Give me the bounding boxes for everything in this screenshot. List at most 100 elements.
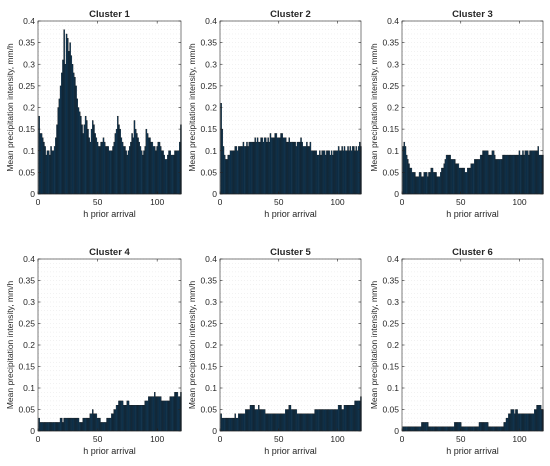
bar [425,172,428,195]
bar [93,124,95,195]
bar [288,137,290,195]
bar [502,154,504,195]
y-tick-label: 0.25 [18,81,35,91]
bar [521,413,523,432]
bar [96,141,99,195]
bars [38,392,182,432]
bar [84,115,87,195]
bar [346,405,348,432]
bars [402,141,544,195]
bar [99,146,101,195]
bar [295,409,298,432]
chart-title: Cluster 1 [89,9,130,20]
bar [312,413,314,432]
bar [496,426,498,432]
bar [176,392,179,432]
bar [411,426,414,432]
bar [412,172,415,195]
bar [47,150,50,195]
y-tick-label: 0.1 [387,383,399,393]
bar [88,417,90,432]
bar [229,417,232,432]
bar [173,154,175,195]
bar [481,154,483,195]
x-tick-label: 0 [218,434,223,444]
bar [101,141,104,195]
bar [254,409,256,432]
bar [459,167,462,195]
bar [529,413,531,432]
y-tick-label: 0.35 [200,276,217,286]
bar [416,176,418,195]
bar [127,150,130,195]
bar [260,137,262,195]
y-tick-label: 0.35 [18,38,35,48]
bar [220,103,222,195]
bar [339,150,341,195]
bar [499,426,502,432]
bar [177,396,180,432]
bar [323,409,326,432]
bar [512,409,515,432]
bar [115,128,118,195]
bar [526,150,529,195]
bar [118,400,120,432]
bar [310,413,313,432]
bar [52,422,55,432]
bar [503,154,505,195]
y-axis-label: Mean precipitation intensity, mm/h [5,281,15,410]
bar [531,413,534,432]
bar [350,405,353,432]
bar [481,422,483,432]
bar [475,159,477,195]
bar [417,176,420,195]
bar [320,154,322,195]
bar [114,409,117,432]
bar [328,150,330,195]
bar [77,417,80,432]
bar [68,417,70,432]
bar [337,146,340,195]
bar [471,163,474,195]
bar [521,154,523,195]
bar [87,417,89,432]
bar [336,150,339,195]
bar [162,150,164,195]
bar [171,396,174,432]
bar [168,150,170,195]
y-tick-label: 0.15 [382,124,399,134]
bar [67,38,69,195]
bar [515,409,517,432]
y-tick-label: 0.25 [382,319,399,329]
bar [163,400,165,432]
bar [167,400,169,432]
bar [93,413,95,432]
bar [169,396,171,432]
bar [123,146,125,195]
bar [226,417,228,432]
bar [448,426,450,432]
bar [410,167,413,195]
bar [258,405,260,432]
bar [133,120,136,195]
bar [45,154,48,195]
bar [343,405,346,432]
bar [243,146,246,195]
bar [494,154,496,195]
bar [285,137,287,195]
bar [310,150,313,195]
bar [276,413,279,432]
y-tick-label: 0 [30,189,35,199]
bar [421,422,423,432]
bar [245,409,247,432]
bar [328,409,330,432]
y-tick-label: 0.4 [23,16,35,26]
y-tick-label: 0.4 [23,254,35,264]
bar [402,146,404,195]
bar [532,150,535,195]
bar [472,426,475,432]
bar [449,154,451,195]
bar [509,154,511,195]
bar [355,146,357,195]
bar [495,159,497,195]
